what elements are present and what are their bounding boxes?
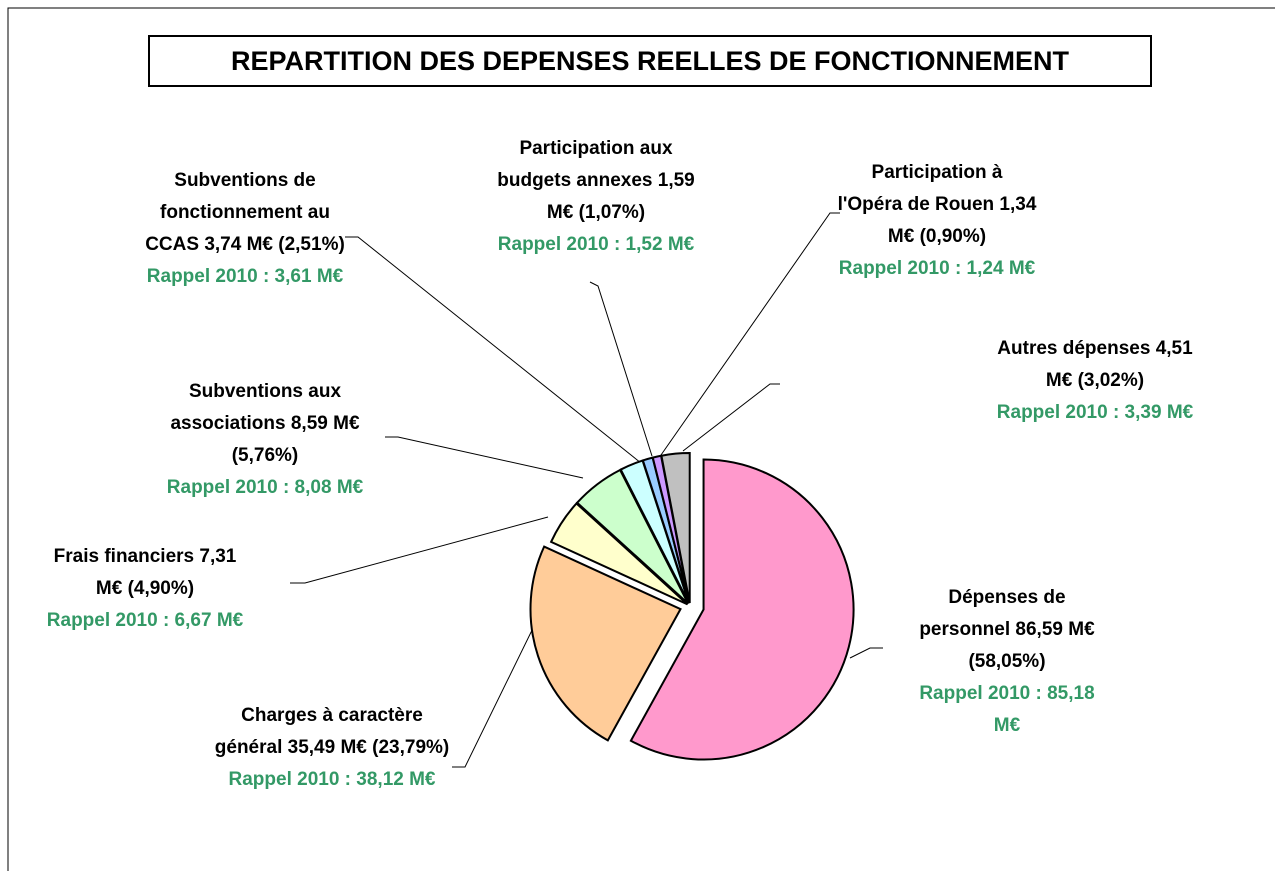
recall-label: Rappel 2010 : 38,12 M€ — [228, 769, 436, 790]
pie-slice — [549, 502, 689, 606]
value-label: 35,49 M€ (23,79%) — [287, 737, 450, 758]
leader-line — [345, 236, 642, 464]
recall-label: Rappel 2010 : 85,18 M€ — [919, 683, 1095, 736]
category-name: Dépenses de personnel — [919, 587, 1066, 640]
slice-label: Dépenses de personnel 86,59 M€ (58,05%) R… — [905, 582, 1110, 742]
pie-slice — [529, 545, 682, 742]
pie-slice — [629, 458, 855, 761]
recall-label: Rappel 2010 : 6,67 M€ — [46, 610, 244, 631]
label-main: Participation aux budgets annexes 1,59 M… — [484, 133, 709, 229]
slice-label: Participation à l'Opéra de Rouen 1,34 M€… — [837, 157, 1037, 285]
leader-line — [290, 516, 549, 584]
slice-label: Participation aux budgets annexes 1,59 M… — [484, 133, 709, 261]
slice-label: Subventions de fonctionnement au CCAS 3,… — [139, 165, 351, 293]
recall-label: Rappel 2010 : 1,24 M€ — [838, 258, 1036, 279]
value-label: 7,31 M€ (4,90%) — [95, 546, 237, 599]
value-label: 1,59 M€ (1,07%) — [546, 170, 695, 223]
slice-label: Autres dépenses 4,51 M€ (3,02%) Rappel 20… — [990, 333, 1200, 429]
chart-title: REPARTITION DES DEPENSES REELLES DE FONC… — [148, 35, 1152, 87]
leader-lines — [290, 212, 883, 768]
category-name: Subventions aux associations — [170, 381, 342, 434]
leader-line — [452, 619, 538, 768]
leader-line — [589, 281, 653, 457]
slice-label: Subventions aux associations 8,59 M€ (5,… — [150, 376, 380, 504]
category-name: Participation à l'Opéra de Rouen — [837, 162, 1003, 215]
pie-slice — [660, 452, 691, 604]
value-label: 3,74 M€ (2,51%) — [204, 234, 345, 255]
slice-label: Frais financiers 7,31 M€ (4,90%) Rappel 2… — [45, 541, 245, 637]
label-main: Charges à caractère général 35,49 M€ (23… — [207, 700, 457, 764]
value-label: 86,59 M€ (58,05%) — [968, 619, 1095, 672]
value-label: 1,34 M€ (0,90%) — [887, 194, 1037, 247]
frame — [7, 7, 1275, 871]
category-name: Frais financiers — [53, 546, 195, 567]
label-main: Autres dépenses 4,51 M€ (3,02%) — [990, 333, 1200, 397]
category-name: Autres dépenses — [997, 338, 1151, 359]
leader-line — [682, 383, 780, 452]
recall-label: Rappel 2010 : 1,52 M€ — [497, 234, 695, 255]
recall-label: Rappel 2010 : 3,39 M€ — [996, 402, 1194, 423]
label-main: Subventions de fonctionnement au CCAS 3,… — [139, 165, 351, 261]
value-label: 4,51 M€ (3,02%) — [1045, 338, 1193, 391]
label-main: Dépenses de personnel 86,59 M€ (58,05%) — [905, 582, 1110, 678]
slice-label: Charges à caractère général 35,49 M€ (23… — [207, 700, 457, 796]
value-label: 8,59 M€ (5,76%) — [231, 413, 360, 466]
label-main: Participation à l'Opéra de Rouen 1,34 M€… — [837, 157, 1037, 253]
recall-label: Rappel 2010 : 3,61 M€ — [146, 266, 344, 287]
leader-line — [849, 647, 883, 659]
leader-line — [660, 212, 840, 456]
category-name: Subventions de fonctionnement au CCAS — [145, 170, 330, 255]
category-name: Charges à caractère général — [214, 705, 423, 758]
label-main: Subventions aux associations 8,59 M€ (5,… — [150, 376, 380, 472]
label-main: Frais financiers 7,31 M€ (4,90%) — [45, 541, 245, 605]
leader-line — [385, 436, 584, 479]
category-name: Participation aux budgets annexes — [497, 138, 673, 191]
recall-label: Rappel 2010 : 8,08 M€ — [166, 477, 364, 498]
